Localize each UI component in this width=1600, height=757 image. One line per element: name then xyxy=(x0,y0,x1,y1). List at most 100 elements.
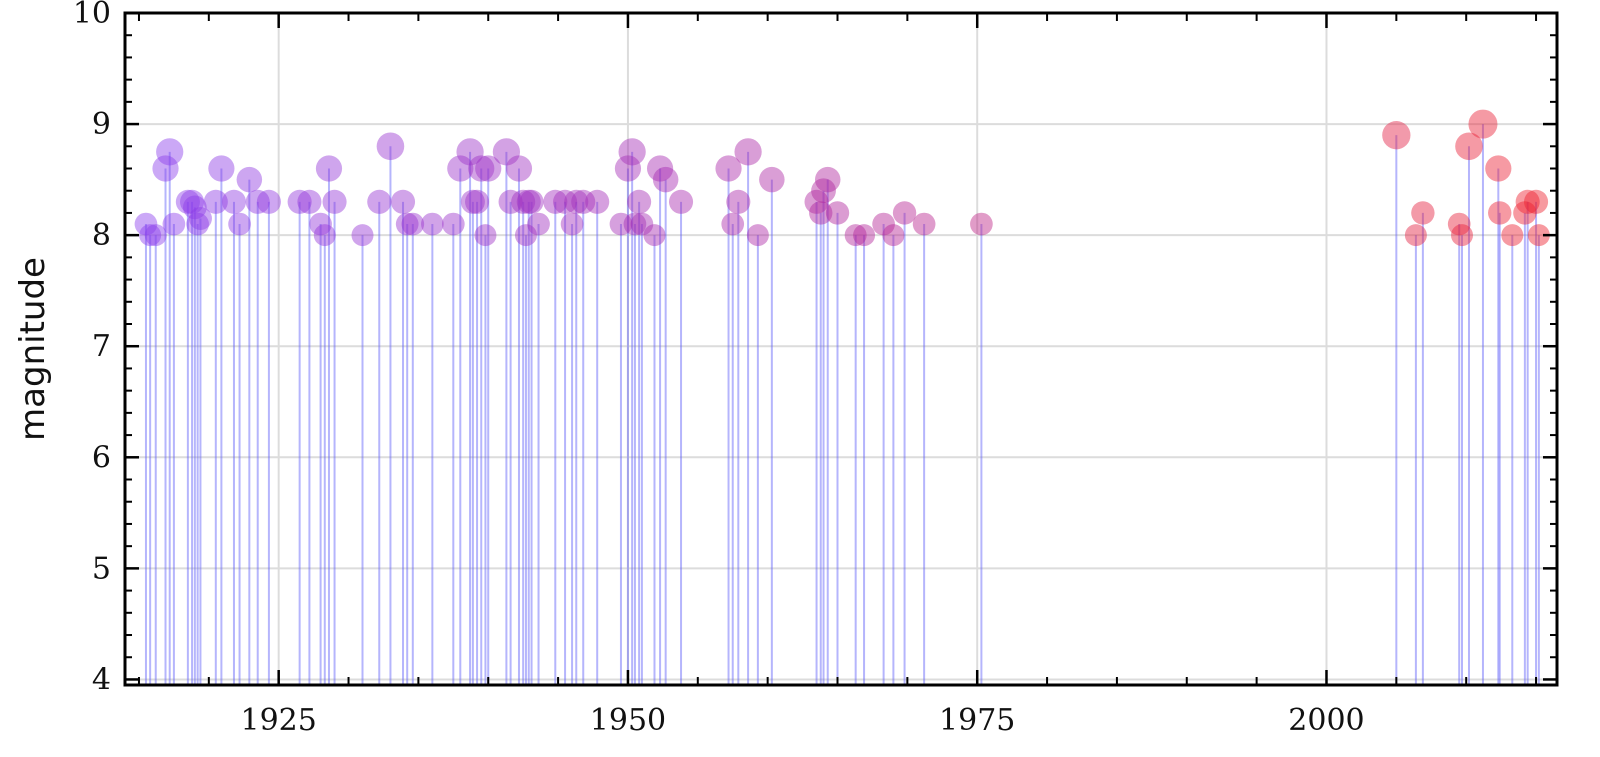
data-point xyxy=(156,138,184,166)
stem-lines xyxy=(144,124,1540,685)
data-point xyxy=(162,212,186,236)
data-point xyxy=(256,189,281,214)
data-point xyxy=(1382,121,1411,150)
data-point xyxy=(882,224,905,247)
data-point xyxy=(543,189,568,214)
data-point xyxy=(630,212,654,236)
data-point xyxy=(804,189,829,214)
data-point xyxy=(627,189,652,214)
data-point xyxy=(618,138,646,166)
data-point xyxy=(313,224,336,247)
data-point xyxy=(287,189,312,214)
data-point xyxy=(721,212,745,236)
data-point xyxy=(814,166,841,193)
data-point xyxy=(746,224,769,247)
data-point xyxy=(421,212,444,236)
data-point xyxy=(1447,212,1471,236)
data-point xyxy=(734,138,762,166)
y-tick-label: 10 xyxy=(73,0,111,31)
tick-labels: 1925 1950 1975 2000 4 5 6 7 8 9 10 xyxy=(73,0,1365,738)
data-point xyxy=(614,155,642,182)
data-point xyxy=(1501,224,1524,247)
data-point xyxy=(825,201,850,225)
data-point xyxy=(912,212,936,236)
data-point xyxy=(182,195,207,220)
data-point xyxy=(447,155,474,182)
data-point xyxy=(514,224,537,247)
data-point xyxy=(1450,224,1473,247)
data-point xyxy=(1523,189,1549,214)
data-point xyxy=(228,212,251,236)
data-point xyxy=(322,189,347,214)
data-point xyxy=(236,166,263,193)
data-point xyxy=(376,132,405,161)
data-point xyxy=(643,224,666,247)
x-tick-label: 1950 xyxy=(590,703,666,738)
x-tick-label: 1925 xyxy=(240,703,316,738)
data-point xyxy=(759,166,785,193)
y-tick-label: 7 xyxy=(92,329,111,364)
data-point xyxy=(516,189,541,214)
data-point xyxy=(460,189,485,214)
y-tick-label: 8 xyxy=(92,218,111,253)
data-point xyxy=(188,206,212,231)
data-point xyxy=(1488,201,1512,225)
data-point xyxy=(152,155,179,182)
data-point xyxy=(511,189,536,214)
data-point xyxy=(367,189,392,214)
data-point xyxy=(498,189,523,214)
data-point xyxy=(144,224,167,247)
data-point xyxy=(465,189,490,214)
data-point xyxy=(1527,224,1550,247)
data-point xyxy=(809,201,833,225)
data-point xyxy=(180,189,205,214)
x-tick-label: 2000 xyxy=(1288,703,1364,738)
plot-frame xyxy=(123,11,1559,687)
data-point xyxy=(892,201,917,225)
data-point xyxy=(844,224,867,247)
y-tick-label: 9 xyxy=(92,107,111,142)
data-point xyxy=(1513,201,1537,225)
data-point xyxy=(468,155,495,182)
data-point xyxy=(474,224,497,247)
data-point xyxy=(1485,155,1512,182)
data-point xyxy=(139,224,162,247)
data-points xyxy=(134,109,1550,247)
data-point xyxy=(505,155,533,182)
data-point xyxy=(646,155,674,182)
data-point xyxy=(560,212,584,236)
data-point xyxy=(872,212,895,236)
data-point xyxy=(175,189,200,214)
data-point xyxy=(390,189,416,214)
y-tick-label: 4 xyxy=(92,662,111,697)
data-point xyxy=(652,166,679,193)
data-point xyxy=(401,212,425,236)
data-point xyxy=(519,189,544,214)
data-point xyxy=(970,212,993,236)
data-point xyxy=(527,212,550,236)
axis-ticks xyxy=(125,11,1557,685)
y-tick-label: 5 xyxy=(92,551,111,586)
data-point xyxy=(203,189,228,214)
data-point xyxy=(609,212,633,236)
data-point xyxy=(726,189,751,214)
data-point xyxy=(456,138,484,166)
data-point xyxy=(553,189,578,214)
data-point xyxy=(1404,224,1427,247)
data-point xyxy=(1515,189,1540,214)
data-point xyxy=(309,212,332,236)
y-tick-label: 6 xyxy=(92,440,111,475)
data-point xyxy=(186,212,209,236)
x-tick-label: 1975 xyxy=(939,703,1015,738)
data-point xyxy=(221,189,247,214)
data-point xyxy=(297,189,322,214)
grid-lines xyxy=(125,12,1557,685)
data-point xyxy=(492,138,521,166)
data-point xyxy=(245,189,270,214)
y-axis-title: magnitude xyxy=(13,257,53,441)
data-point xyxy=(315,155,343,182)
data-point xyxy=(208,155,235,182)
data-point xyxy=(1411,201,1435,225)
data-point xyxy=(1455,132,1483,161)
